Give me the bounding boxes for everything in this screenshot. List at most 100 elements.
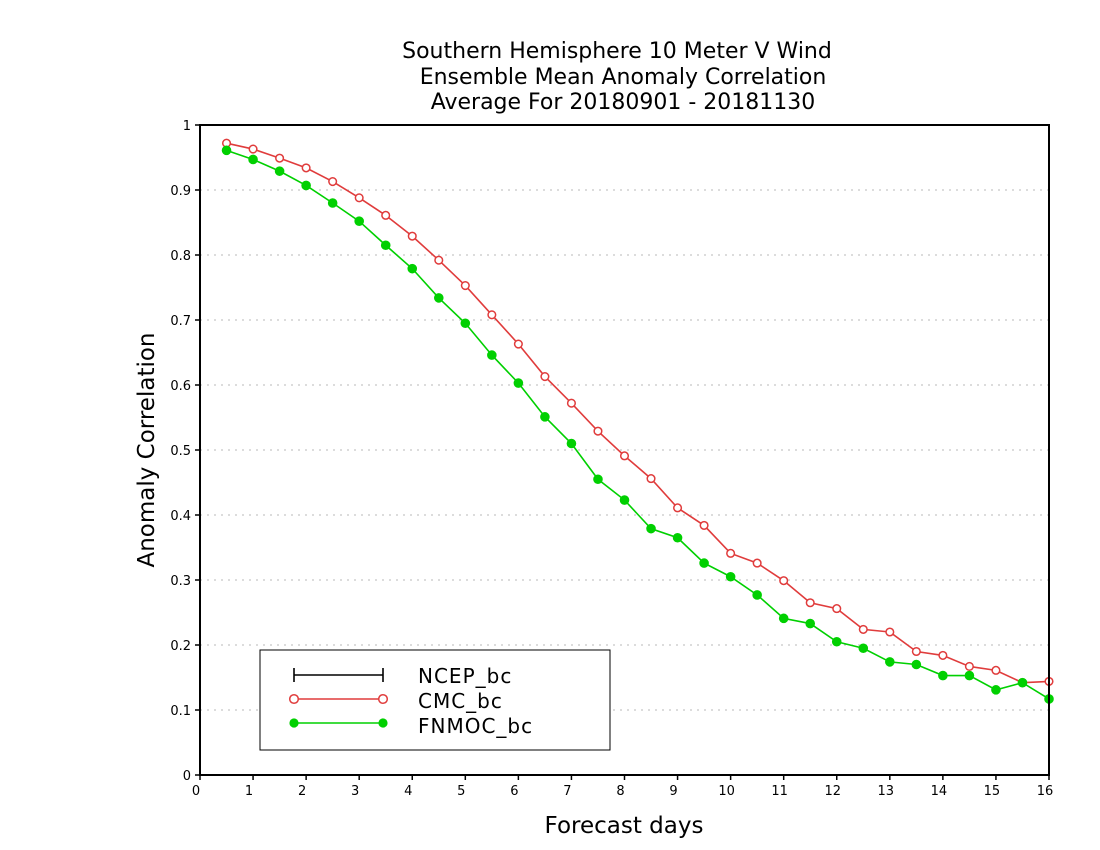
data-point-cmc-bc: [381, 210, 391, 220]
data-point-cmc-bc: [832, 604, 842, 614]
x-tick-label: 15: [984, 784, 1001, 799]
x-tick-label: 16: [1037, 784, 1054, 799]
title-line-2: Ensemble Mean Anomaly Correlation: [420, 65, 827, 90]
legend: NCEP_bc CMC_bc FNMOC_bc: [259, 649, 611, 751]
data-point-fnmoc-bc: [380, 240, 391, 251]
axis-tick-labels: 00.10.20.30.40.50.60.70.80.910 1 2 3 4 5 6 7 8 9 1…: [170, 119, 1053, 799]
data-point-fnmoc-bc: [964, 670, 975, 681]
data-point-fnmoc-bc: [991, 685, 1001, 695]
data-point-cmc-bc: [275, 153, 285, 163]
x-tick-label: 2: [298, 784, 306, 799]
y-tick-label: 1: [183, 119, 191, 134]
data-point-cmc-bc: [248, 144, 258, 154]
legend-marker-fnmoc-bc: [289, 718, 299, 728]
y-tick-label: 0.3: [170, 574, 191, 589]
legend-label-ncep: NCEP_bc: [418, 664, 512, 688]
y-tick-label: 0: [183, 769, 191, 784]
data-point-fnmoc-bc: [938, 670, 948, 681]
data-point-fnmoc-bc: [911, 659, 922, 670]
data-point-fnmoc-bc: [885, 657, 895, 667]
y-tick-label: 0.5: [170, 444, 191, 459]
legend-marker-cmc-bc: [377, 693, 389, 705]
data-point-fnmoc-bc: [858, 643, 869, 654]
data-point-cmc-bc: [726, 548, 736, 558]
data-point-cmc-bc: [434, 255, 444, 265]
data-point-fnmoc-bc: [778, 613, 789, 624]
data-point-cmc-bc: [301, 163, 311, 173]
data-point-fnmoc-bc: [805, 618, 816, 629]
axis-ticks: [195, 124, 1050, 780]
data-point-cmc-bc: [885, 627, 895, 637]
x-tick-label: 8: [616, 784, 624, 799]
data-point-cmc-bc: [460, 281, 470, 291]
y-tick-label: 0.7: [170, 314, 191, 329]
y-axis-title: Anomaly Correlation: [134, 332, 160, 567]
data-point-cmc-bc: [619, 451, 630, 461]
data-point-fnmoc-bc: [327, 198, 338, 208]
data-point-fnmoc-bc: [354, 216, 364, 226]
x-tick-label: 7: [563, 784, 571, 799]
x-tick-label: 9: [669, 784, 677, 799]
x-tick-label: 4: [404, 784, 412, 799]
y-tick-label: 0.1: [170, 704, 191, 719]
x-tick-label: 6: [510, 784, 518, 799]
data-point-cmc-bc: [991, 665, 1001, 675]
data-point-fnmoc-bc: [672, 532, 683, 543]
series-line-fnmoc-bc: [226, 149, 1050, 700]
data-point-cmc-bc: [566, 398, 576, 408]
data-point-cmc-bc: [540, 372, 550, 382]
y-tick-label: 0.2: [170, 639, 191, 654]
data-point-fnmoc-bc: [274, 166, 285, 176]
data-point-cmc-bc: [673, 503, 683, 513]
chart-title: Southern Hemisphere 10 Meter V Wind Ense…: [402, 39, 832, 115]
data-point-fnmoc-bc: [831, 636, 842, 647]
data-point-cmc-bc: [328, 177, 338, 187]
data-point-cmc-bc: [487, 310, 497, 320]
x-tick-label: 1: [245, 784, 253, 799]
data-point-fnmoc-bc: [725, 571, 736, 582]
data-point-cmc-bc: [699, 520, 709, 530]
data-point-cmc-bc: [354, 193, 364, 203]
data-point-fnmoc-bc: [566, 438, 577, 449]
data-point-fnmoc-bc: [752, 590, 762, 600]
data-point-fnmoc-bc: [593, 474, 603, 485]
data-point-fnmoc-bc: [248, 154, 258, 165]
y-tick-label: 0.4: [170, 509, 191, 524]
y-tick-label: 0.9: [170, 184, 191, 199]
data-point-cmc-bc: [513, 339, 523, 349]
x-tick-label: 10: [718, 784, 735, 799]
y-tick-label: 0.6: [170, 379, 191, 394]
data-point-fnmoc-bc: [619, 495, 630, 505]
data-point-cmc-bc: [593, 426, 603, 436]
legend-marker-fnmoc-bc: [378, 718, 388, 728]
data-point-fnmoc-bc: [301, 180, 311, 191]
data-point-cmc-bc: [779, 576, 789, 586]
data-point-cmc-bc: [805, 598, 815, 608]
data-point-cmc-bc: [964, 661, 974, 672]
grid: [200, 189, 1049, 711]
data-point-fnmoc-bc: [460, 318, 471, 329]
series-line-cmc-bc: [226, 142, 1050, 684]
series-layer: [221, 138, 1054, 704]
legend-box: [259, 649, 611, 751]
data-point-fnmoc-bc: [407, 263, 418, 274]
x-tick-label: 12: [824, 784, 841, 799]
data-point-fnmoc-bc: [1017, 677, 1028, 688]
data-point-fnmoc-bc: [540, 412, 550, 422]
x-tick-label: 3: [351, 784, 359, 799]
x-tick-label: 0: [192, 784, 200, 799]
data-point-fnmoc-bc: [433, 293, 444, 303]
data-point-cmc-bc: [407, 231, 417, 241]
data-point-fnmoc-bc: [221, 145, 232, 156]
data-point-cmc-bc: [752, 558, 762, 568]
legend-samples: [288, 668, 389, 728]
title-line-1: Southern Hemisphere 10 Meter V Wind: [402, 39, 832, 64]
legend-label-cmc: CMC_bc: [418, 689, 503, 713]
data-point-fnmoc-bc: [699, 558, 709, 568]
x-tick-label: 13: [878, 784, 895, 799]
data-point-cmc-bc: [646, 474, 656, 484]
title-line-3: Average For 20180901 - 20181130: [431, 90, 816, 115]
data-point-fnmoc-bc: [487, 350, 497, 360]
x-tick-label: 5: [457, 784, 465, 799]
